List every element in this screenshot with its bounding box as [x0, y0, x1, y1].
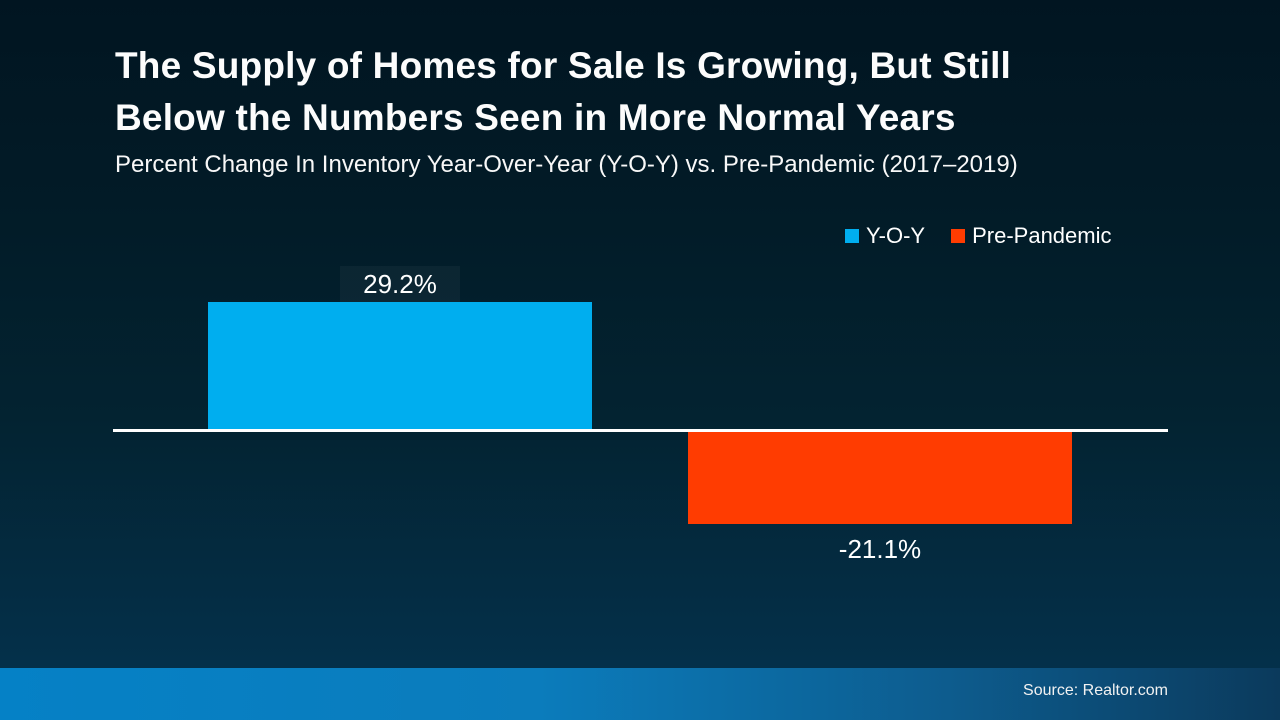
footer-bar: Source: Realtor.com — [0, 668, 1280, 720]
chart-title-line-2: Below the Numbers Seen in More Normal Ye… — [115, 97, 956, 138]
legend-swatch-yoy-icon — [845, 229, 859, 243]
bar-pre-pandemic — [688, 432, 1072, 524]
legend: Y-O-Y Pre-Pandemic — [845, 222, 1135, 250]
legend-label-yoy: Y-O-Y — [866, 223, 926, 248]
chart-title-line-1: The Supply of Homes for Sale Is Growing,… — [115, 45, 1012, 86]
x-axis-baseline — [113, 429, 1168, 432]
legend-item-yoy: Y-O-Y — [845, 223, 925, 249]
legend-swatch-pre-pandemic-icon — [951, 229, 966, 243]
data-label-yoy: 29.2% — [340, 266, 460, 304]
legend-item-pre-pandemic: Pre-Pandemic — [951, 223, 1111, 249]
bar-yoy — [208, 302, 592, 429]
chart-title: The Supply of Homes for Sale Is Growing,… — [115, 40, 1175, 144]
chart-subtitle: Percent Change In Inventory Year-Over-Ye… — [115, 151, 1018, 178]
data-label-pre-pandemic: -21.1% — [838, 534, 922, 564]
legend-label-pre-pandemic: Pre-Pandemic — [972, 223, 1112, 248]
source-credit: Source: Realtor.com — [1023, 682, 1168, 699]
